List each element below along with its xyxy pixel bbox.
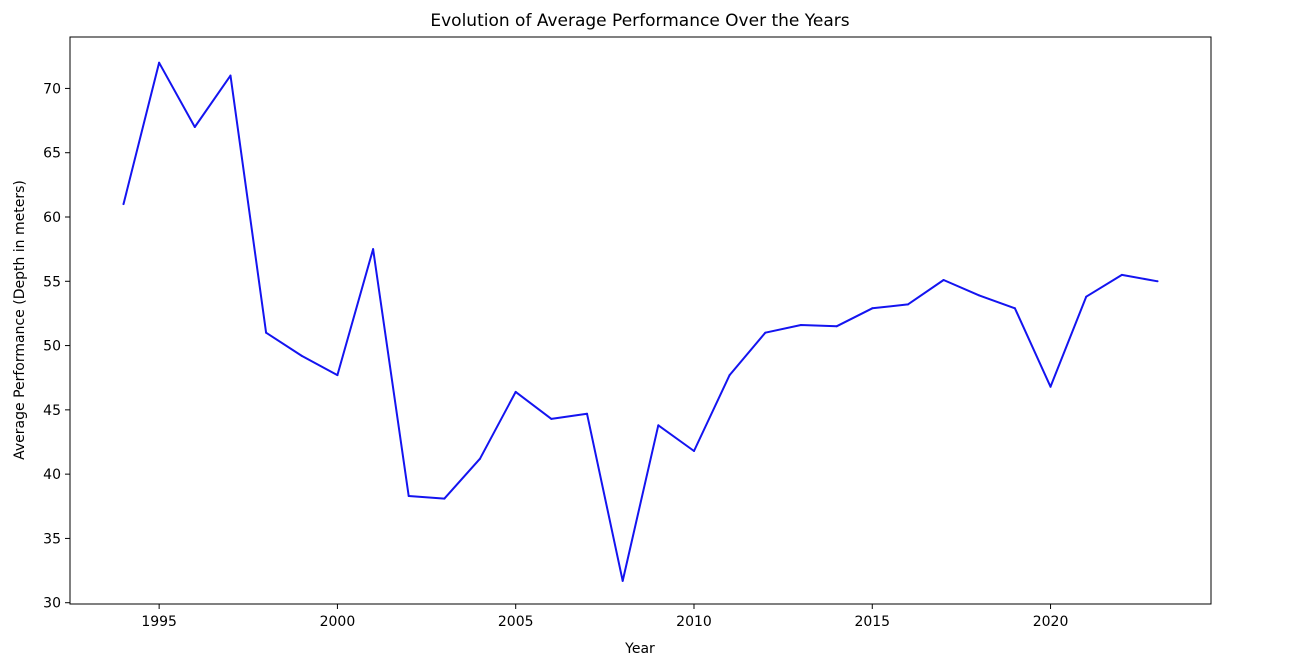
y-tick-label: 30 (43, 596, 61, 612)
data-point (692, 450, 695, 452)
x-tick-label: 2010 (676, 614, 712, 630)
y-tick-label: 60 (43, 210, 61, 226)
data-point (479, 457, 482, 460)
data-point (835, 325, 838, 328)
y-tick-label: 70 (43, 81, 61, 97)
data-point (1120, 273, 1123, 276)
y-tick-label: 35 (43, 531, 61, 547)
data-point (193, 126, 196, 128)
plot-area-frame (69, 36, 1212, 605)
data-point (550, 417, 553, 420)
data-point (407, 495, 410, 497)
x-tick-label: 2020 (1033, 614, 1069, 630)
y-tick-label: 55 (43, 274, 61, 290)
x-tick-label: 2000 (320, 614, 356, 630)
data-point (871, 307, 874, 310)
data-point (799, 324, 802, 326)
x-tick-label: 1995 (141, 614, 177, 630)
data-point (978, 294, 981, 297)
y-tick-label: 65 (43, 146, 61, 162)
data-point (1156, 280, 1159, 283)
x-axis: 1995 2000 2005 2010 2015 2020 (141, 604, 1068, 630)
x-axis-label: Year (624, 641, 655, 657)
data-point (764, 331, 767, 334)
y-tick-label: 45 (43, 403, 61, 419)
data-point (657, 424, 660, 427)
x-tick-label: 2005 (498, 614, 534, 630)
data-point (336, 374, 339, 377)
data-point (728, 374, 731, 377)
series-layer (122, 61, 1159, 582)
x-tick-label: 2015 (854, 614, 890, 630)
data-point (1049, 385, 1052, 388)
series-line (122, 61, 1158, 582)
data-point (586, 412, 589, 415)
chart-title: Evolution of Average Performance Over th… (430, 11, 849, 31)
data-point (372, 248, 375, 251)
data-point (906, 303, 909, 306)
data-point (443, 497, 446, 500)
data-point (229, 74, 232, 77)
data-point (265, 331, 268, 334)
data-point (942, 279, 945, 281)
y-tick-label: 40 (43, 467, 61, 483)
y-axis-label: Average Performance (Depth in meters) (12, 180, 28, 460)
data-point (1013, 307, 1016, 310)
data-point (621, 579, 624, 582)
y-axis: 30 35 40 45 50 55 60 65 70 (43, 81, 70, 612)
data-point (1085, 295, 1088, 298)
data-point (300, 354, 303, 357)
data-point (122, 203, 125, 206)
data-point (158, 61, 161, 64)
data-point (514, 390, 517, 393)
y-tick-label: 50 (43, 339, 61, 355)
